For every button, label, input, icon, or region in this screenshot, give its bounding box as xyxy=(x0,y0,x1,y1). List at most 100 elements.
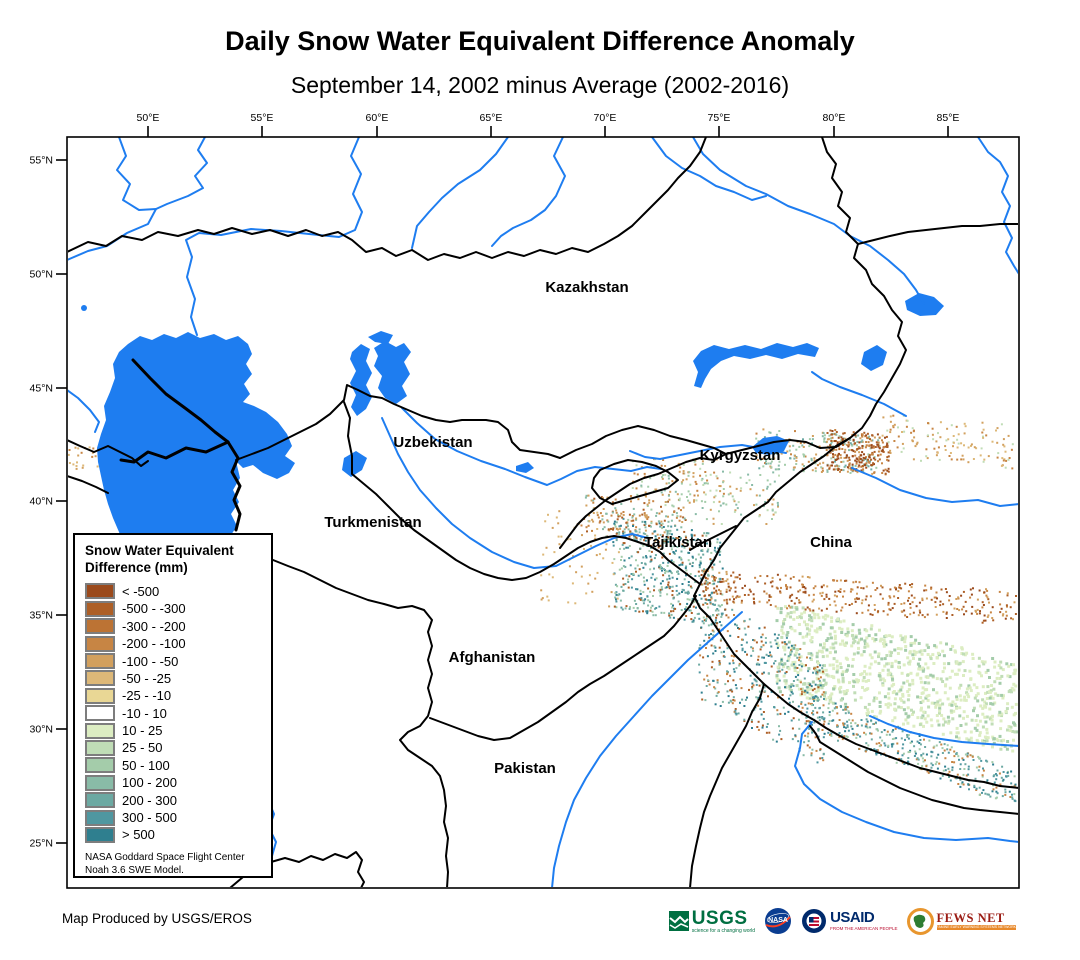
anomaly-speckle xyxy=(889,452,892,454)
anomaly-speckle xyxy=(615,606,618,609)
anomaly-speckle xyxy=(616,585,619,588)
anomaly-speckle xyxy=(808,445,811,448)
anomaly-speckle xyxy=(985,594,988,597)
river xyxy=(651,137,767,201)
y-tick-label: 30°N xyxy=(30,724,53,736)
anomaly-speckle xyxy=(1013,793,1016,796)
anomaly-speckle xyxy=(824,697,828,701)
anomaly-speckle xyxy=(933,596,936,599)
anomaly-speckle xyxy=(762,428,765,431)
anomaly-speckle xyxy=(1009,606,1012,609)
anomaly-speckle xyxy=(919,708,923,712)
legend-swatch xyxy=(85,635,115,652)
anomaly-speckle xyxy=(889,420,892,423)
anomaly-speckle xyxy=(719,550,722,553)
anomaly-speckle xyxy=(831,663,835,667)
anomaly-speckle xyxy=(946,427,949,430)
anomaly-speckle xyxy=(765,731,768,734)
anomaly-speckle xyxy=(804,455,807,458)
anomaly-speckle xyxy=(879,709,883,713)
anomaly-speckle xyxy=(658,512,661,515)
anomaly-speckle xyxy=(646,612,649,615)
anomaly-speckle xyxy=(857,434,860,437)
river-syr-darya xyxy=(401,407,662,486)
anomaly-speckle xyxy=(656,538,659,541)
anomaly-speckle xyxy=(985,588,987,591)
anomaly-speckle xyxy=(779,591,782,594)
anomaly-speckle xyxy=(763,656,765,659)
anomaly-speckle xyxy=(720,651,723,654)
anomaly-speckle xyxy=(642,566,645,569)
anomaly-speckle xyxy=(889,431,892,434)
anomaly-speckle xyxy=(947,662,951,666)
anomaly-speckle xyxy=(797,687,801,691)
anomaly-speckle xyxy=(993,665,997,669)
anomaly-speckle xyxy=(962,458,965,461)
anomaly-speckle xyxy=(667,536,670,539)
anomaly-speckle xyxy=(861,451,864,454)
anomaly-speckle xyxy=(747,473,750,476)
anomaly-speckle xyxy=(941,702,945,706)
anomaly-speckle xyxy=(962,716,965,720)
anomaly-speckle xyxy=(836,724,839,727)
anomaly-speckle xyxy=(635,537,638,540)
anomaly-speckle xyxy=(684,519,687,521)
anomaly-speckle xyxy=(682,470,685,473)
anomaly-speckle xyxy=(627,546,630,549)
anomaly-speckle xyxy=(785,614,789,618)
anomaly-speckle xyxy=(688,471,691,474)
anomaly-speckle xyxy=(856,641,860,645)
anomaly-speckle xyxy=(707,679,710,682)
anomaly-speckle xyxy=(751,687,754,690)
anomaly-speckle xyxy=(965,651,969,655)
anomaly-speckle xyxy=(758,514,761,517)
anomaly-speckle xyxy=(806,707,809,710)
anomaly-speckle xyxy=(794,651,798,655)
anomaly-speckle xyxy=(800,688,803,691)
anomaly-speckle xyxy=(900,685,904,689)
anomaly-speckle xyxy=(863,688,867,692)
anomaly-speckle xyxy=(911,682,915,686)
anomaly-speckle xyxy=(892,425,895,427)
anomaly-speckle xyxy=(735,712,738,715)
anomaly-speckle xyxy=(557,535,560,538)
anomaly-speckle xyxy=(940,588,943,591)
anomaly-speckle xyxy=(781,694,784,696)
anomaly-speckle xyxy=(868,435,871,438)
anomaly-speckle xyxy=(1011,749,1015,753)
anomaly-speckle xyxy=(1010,663,1013,667)
anomaly-speckle xyxy=(907,751,910,754)
anomaly-speckle xyxy=(743,720,746,722)
anomaly-speckle xyxy=(848,462,851,465)
anomaly-speckle xyxy=(726,602,729,605)
anomaly-speckle xyxy=(750,646,753,649)
anomaly-speckle xyxy=(877,450,880,453)
anomaly-speckle xyxy=(982,767,984,770)
anomaly-speckle xyxy=(703,582,706,585)
legend-swatch xyxy=(85,722,115,739)
anomaly-speckle xyxy=(642,532,645,535)
anomaly-speckle xyxy=(918,609,921,612)
anomaly-speckle xyxy=(877,729,879,732)
anomaly-speckle xyxy=(716,679,719,682)
anomaly-speckle xyxy=(830,619,834,623)
anomaly-speckle xyxy=(639,592,642,595)
anomaly-speckle xyxy=(558,543,561,546)
anomaly-speckle xyxy=(1002,443,1005,446)
anomaly-speckle xyxy=(691,555,694,558)
anomaly-speckle xyxy=(944,588,947,590)
anomaly-speckle xyxy=(672,616,675,619)
anomaly-speckle xyxy=(950,711,954,714)
anomaly-speckle xyxy=(641,480,643,483)
anomaly-speckle xyxy=(727,493,730,496)
anomaly-speckle xyxy=(776,646,779,649)
anomaly-speckle xyxy=(544,520,547,523)
anomaly-speckle xyxy=(839,698,843,702)
anomaly-speckle xyxy=(797,705,800,708)
anomaly-speckle xyxy=(599,512,602,515)
anomaly-speckle xyxy=(800,693,803,696)
anomaly-speckle xyxy=(773,706,776,709)
anomaly-speckle xyxy=(775,680,779,684)
anomaly-speckle xyxy=(819,592,822,595)
anomaly-speckle xyxy=(901,754,904,757)
